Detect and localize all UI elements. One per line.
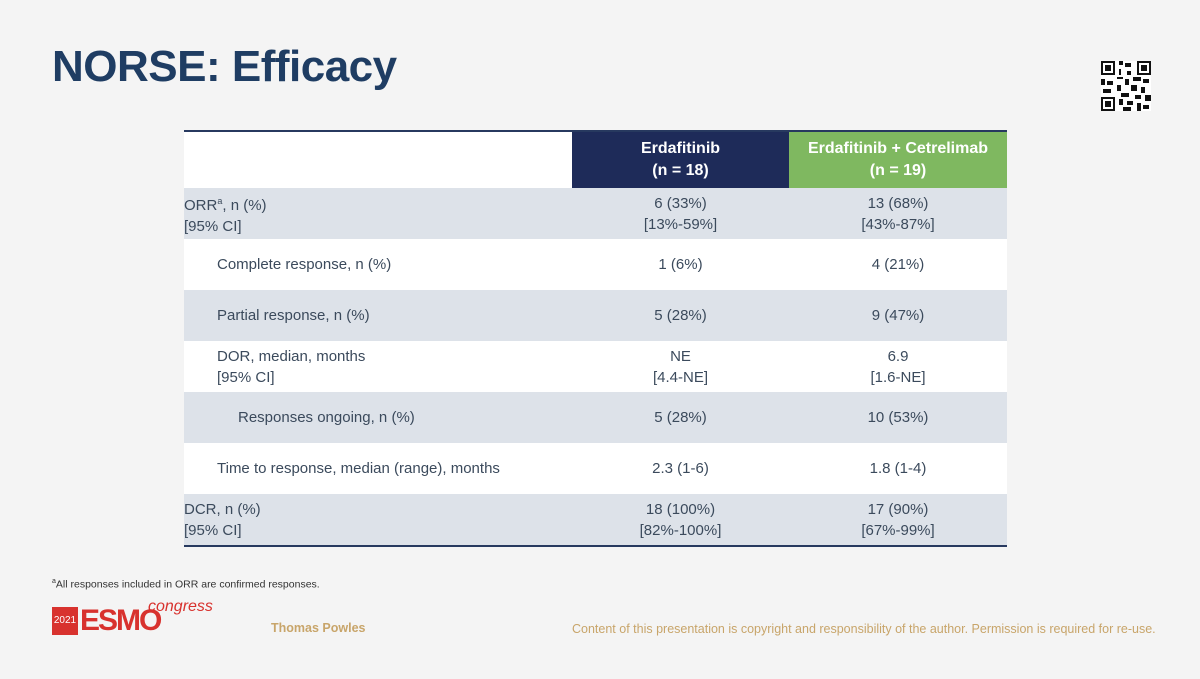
qr-code-icon [1101, 61, 1151, 111]
cell-combination: 4 (21%) [789, 239, 1007, 290]
cell-erdafitinib: 5 (28%) [572, 290, 789, 341]
cell-erdafitinib: 6 (33%) [13%-59%] [572, 188, 789, 239]
logo-year: 2021 [52, 607, 78, 635]
efficacy-table: Erdafitinib (n = 18) Erdafitinib + Cetre… [184, 130, 1007, 547]
row-label: Partial response, n (%) [184, 290, 572, 341]
cell-combination: 13 (68%) [43%-87%] [789, 188, 1007, 239]
cell-erdafitinib: 18 (100%) [82%-100%] [572, 494, 789, 547]
row-label: DOR, median, months [95% CI] [184, 341, 572, 392]
row-label: Complete response, n (%) [184, 239, 572, 290]
table-row-dcr: DCR, n (%) [95% CI] 18 (100%) [82%-100%]… [184, 494, 1007, 547]
header-erdafitinib-name: Erdafitinib [640, 140, 721, 157]
row-label: Time to response, median (range), months [184, 443, 572, 494]
table-row-time-to-response: Time to response, median (range), months… [184, 443, 1007, 494]
table-row-orr: ORRa, n (%) [95% CI] 6 (33%) [13%-59%] 1… [184, 188, 1007, 239]
table-row-partial-response: Partial response, n (%) 5 (28%) 9 (47%) [184, 290, 1007, 341]
header-blank-cell [184, 130, 572, 188]
cell-erdafitinib: 2.3 (1-6) [572, 443, 789, 494]
cell-erdafitinib: 1 (6%) [572, 239, 789, 290]
cell-erdafitinib: NE [4.4-NE] [572, 341, 789, 392]
header-combination-name: Erdafitinib + Cetrelimab [807, 140, 989, 157]
cell-combination: 1.8 (1-4) [789, 443, 1007, 494]
copyright-notice: Content of this presentation is copyrigh… [572, 622, 1156, 636]
cell-erdafitinib: 5 (28%) [572, 392, 789, 443]
table-row-complete-response: Complete response, n (%) 1 (6%) 4 (21%) [184, 239, 1007, 290]
footnote: aAll responses included in ORR are confi… [52, 578, 320, 591]
table-row-dor: DOR, median, months [95% CI] NE [4.4-NE]… [184, 341, 1007, 392]
row-label: Responses ongoing, n (%) [184, 392, 572, 443]
table-header-row: Erdafitinib (n = 18) Erdafitinib + Cetre… [184, 130, 1007, 188]
logo-congress: congress [148, 598, 213, 615]
logo-esmo: ESMO [80, 604, 162, 637]
header-erdafitinib: Erdafitinib (n = 18) [572, 130, 789, 188]
cell-combination: 6.9 [1.6-NE] [789, 341, 1007, 392]
table-row-responses-ongoing: Responses ongoing, n (%) 5 (28%) 10 (53%… [184, 392, 1007, 443]
slide-title: NORSE: Efficacy [52, 42, 397, 91]
header-combination: Erdafitinib + Cetrelimab (n = 19) [789, 130, 1007, 188]
header-erdafitinib-n: (n = 18) [652, 162, 709, 179]
cell-combination: 10 (53%) [789, 392, 1007, 443]
row-label: ORRa, n (%) [95% CI] [184, 188, 572, 239]
row-label: DCR, n (%) [95% CI] [184, 494, 572, 547]
cell-combination: 9 (47%) [789, 290, 1007, 341]
author-name: Thomas Powles [271, 621, 366, 635]
cell-combination: 17 (90%) [67%-99%] [789, 494, 1007, 547]
esmo-congress-logo: 2021 ESMO congress [52, 598, 213, 640]
header-combination-n: (n = 19) [869, 162, 927, 179]
